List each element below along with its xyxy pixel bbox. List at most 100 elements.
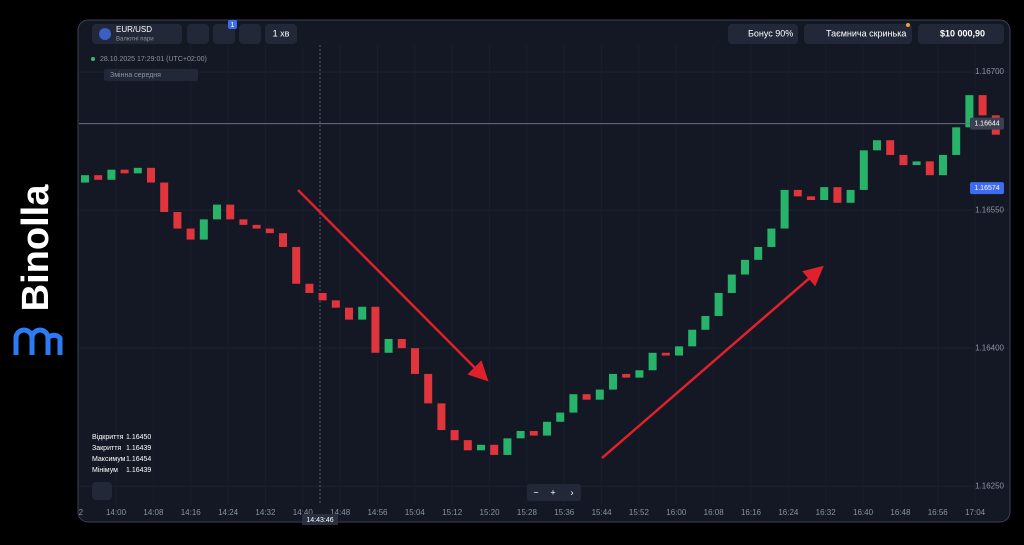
- scroll-icon: ›: [571, 487, 574, 497]
- candle-body: [503, 438, 512, 455]
- candle-body: [463, 440, 472, 451]
- candle-body: [81, 175, 89, 183]
- x-tick-label: 15:36: [554, 508, 575, 517]
- y-tick-label: 1.16250: [975, 481, 1004, 490]
- crosshair-time: 14:43:46: [306, 517, 333, 524]
- candle-body: [252, 224, 261, 229]
- price-tag: [970, 117, 1004, 130]
- zoom-out-icon: −: [533, 487, 538, 497]
- candle-body: [371, 306, 380, 353]
- balance-button[interactable]: [918, 24, 1004, 44]
- zoom-controls[interactable]: [527, 484, 581, 501]
- x-tick-label: 17:04: [965, 508, 986, 517]
- x-tick-label: 14:40: [293, 508, 314, 517]
- zoom-in-icon: +: [550, 487, 555, 497]
- candle-body: [859, 150, 868, 190]
- candle-body: [305, 283, 314, 293]
- x-tick-label: 16:48: [890, 508, 911, 517]
- candle-body: [160, 182, 169, 212]
- trend-arrow: [601, 265, 824, 459]
- chart-type-button[interactable]: [239, 24, 261, 44]
- ohlc-label: Максимум: [92, 456, 126, 463]
- timeframe-button[interactable]: [265, 24, 297, 44]
- x-tick-label: 14:16: [181, 508, 202, 517]
- candle-body: [120, 169, 129, 174]
- price-tag: [970, 182, 1004, 195]
- candle-body: [318, 292, 327, 301]
- candle-body: [833, 187, 842, 203]
- candle-body: [727, 274, 736, 293]
- price-tag-label: 1.16644: [974, 120, 999, 127]
- y-tick-label: 1.16550: [975, 205, 1004, 214]
- notification-dot: [906, 23, 910, 27]
- candle-body: [543, 421, 551, 436]
- timeframe: 1 хв: [273, 28, 290, 38]
- candle-body: [411, 348, 419, 374]
- drawings-button[interactable]: [213, 24, 235, 44]
- candle-body: [556, 412, 565, 422]
- candle-body: [741, 259, 749, 275]
- trend-arrow: [297, 189, 489, 382]
- candle-body: [767, 228, 776, 247]
- x-tick-label: 16:32: [816, 508, 837, 517]
- ohlc-label: Закриття: [92, 445, 121, 452]
- candle-body: [94, 175, 103, 180]
- x-tick-label: 16:56: [928, 508, 949, 517]
- candle-body: [358, 306, 367, 320]
- candle-body: [133, 167, 142, 174]
- candle-body: [345, 307, 353, 320]
- x-tick-label: 15:52: [629, 508, 650, 517]
- candle-body: [754, 246, 763, 260]
- candle-body: [820, 187, 829, 201]
- x-tick-label: 14:00: [106, 508, 127, 517]
- y-tick-label: 1.16400: [975, 343, 1004, 352]
- candle-body: [239, 219, 248, 225]
- candle-body: [675, 346, 683, 356]
- candle-body: [899, 154, 908, 166]
- x-tick-label: 14:08: [143, 508, 164, 517]
- candle-body: [279, 233, 287, 247]
- pair-selector[interactable]: [92, 24, 182, 44]
- candle-body: [226, 204, 235, 220]
- candle-body: [648, 352, 657, 371]
- candle-body: [873, 140, 881, 151]
- ohlc-value: 1.16450: [126, 434, 151, 441]
- x-tick-label: 16:40: [853, 508, 874, 517]
- indicator-chip[interactable]: [104, 69, 198, 81]
- candle-body: [384, 338, 393, 353]
- candle-body: [292, 246, 301, 284]
- flag: [99, 28, 111, 40]
- candle-body: [793, 189, 802, 197]
- x-tick-label: 16:16: [741, 508, 762, 517]
- candle-body: [701, 315, 710, 330]
- candle-body: [952, 127, 961, 155]
- candle-body: [331, 300, 340, 308]
- indicators-button[interactable]: [187, 24, 209, 44]
- candle-body: [609, 373, 617, 390]
- candle-body: [516, 430, 525, 439]
- status-dot: [91, 57, 95, 61]
- candle-body: [714, 292, 723, 316]
- candle-body: [107, 169, 116, 180]
- settings-button[interactable]: [92, 482, 112, 500]
- x-tick-label: 16:24: [778, 508, 799, 517]
- crosshair-time-tag: [302, 514, 338, 525]
- balance: $10 000,90: [940, 28, 985, 38]
- x-tick-label: 15:28: [517, 508, 538, 517]
- x-tick-label: 16:00: [666, 508, 687, 517]
- bonus: Бонус 90%: [748, 28, 793, 38]
- candle-body: [437, 403, 446, 431]
- candle-body: [780, 189, 789, 229]
- logo: [13, 327, 63, 355]
- panel: [77, 19, 1011, 523]
- candle-body: [978, 95, 987, 116]
- candle-body: [529, 430, 538, 436]
- candle-body: [661, 352, 670, 356]
- x-tick-label: 52: [74, 508, 83, 517]
- x-tick-label: 16:08: [704, 508, 725, 517]
- candle-body: [173, 211, 182, 229]
- candle-body: [450, 430, 459, 441]
- bonus-button[interactable]: [728, 24, 798, 44]
- candle-body: [582, 394, 591, 400]
- chest-button[interactable]: [804, 24, 912, 44]
